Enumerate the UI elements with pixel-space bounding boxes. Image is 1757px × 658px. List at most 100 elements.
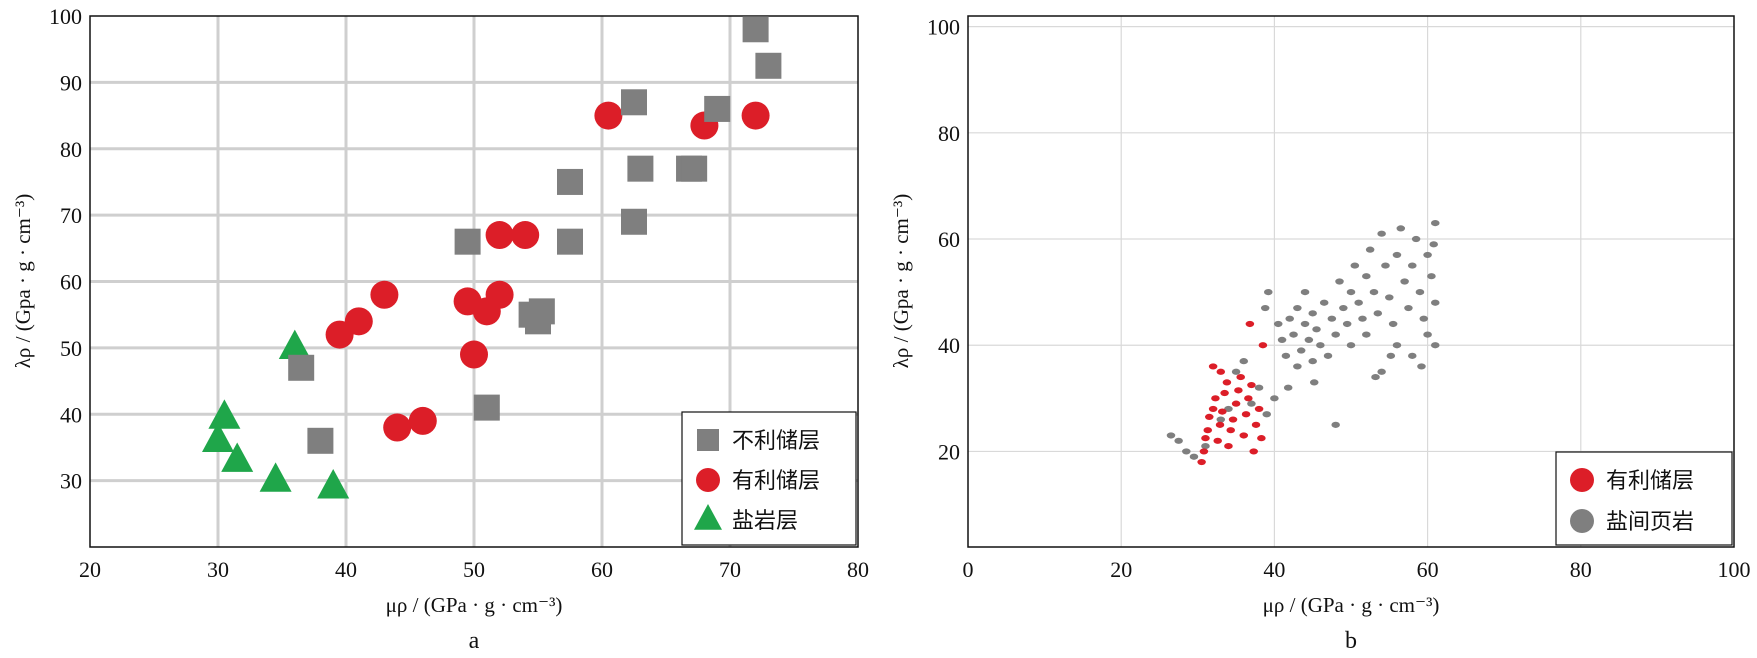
panel-b-point-circle-gray	[1346, 342, 1356, 349]
panel-b-point-circle-red	[1254, 405, 1264, 413]
panel-a-legend-symbol-circle	[696, 468, 720, 492]
panel-a-point-square-gray	[557, 168, 583, 195]
panel-b-point-circle-gray	[1323, 352, 1333, 359]
panel-b-point-circle-gray	[1201, 443, 1210, 450]
panel-b-point-circle-gray	[1239, 358, 1249, 365]
panel-b-point-circle-gray	[1381, 262, 1390, 269]
panel-b-y-tick-label: 60	[938, 227, 960, 252]
panel-a-x-tick-label: 20	[79, 557, 101, 582]
panel-b-legend: 有利储层 盐间页岩	[1555, 451, 1733, 546]
panel-b-point-circle-gray	[1354, 299, 1363, 306]
panel-b-point-circle-gray	[1373, 310, 1383, 317]
panel-b-point-circle-gray	[1182, 448, 1191, 455]
panel-a-point-triangle-green	[208, 399, 241, 429]
panel-b-point-circle-gray	[1262, 411, 1271, 418]
panel-b-point-circle-gray	[1423, 331, 1432, 338]
panel-b-label: b	[1345, 628, 1357, 654]
panel-a-point-square-gray	[621, 89, 647, 116]
panel-a-y-tick-label: 30	[60, 469, 82, 494]
panel-b-x-tick-label: 100	[1718, 557, 1751, 582]
panel-b-point-circle-gray	[1423, 251, 1432, 259]
panel-a-point-triangle-green	[221, 442, 254, 472]
panel-b-point-circle-gray	[1296, 347, 1306, 354]
panel-a-x-tick-label: 40	[335, 557, 357, 582]
panel-a-point-triangle-green	[259, 462, 292, 492]
panel-a-legend-symbol-triangle	[694, 504, 722, 530]
panel-b-point-circle-red	[1226, 427, 1235, 434]
panel-a-point-square-gray	[528, 298, 555, 325]
panel-a-point-triangle-green	[317, 469, 350, 499]
panel-b-point-circle-red	[1228, 416, 1238, 423]
panel-a-point-circle-red	[485, 221, 514, 250]
panel-a-y-tick-label: 100	[49, 4, 82, 29]
panel-b-point-circle-gray	[1319, 299, 1329, 306]
panel-b-point-circle-gray	[1392, 342, 1402, 349]
panel-b-point-circle-gray	[1365, 246, 1375, 253]
panel-b-point-circle-gray	[1331, 331, 1340, 338]
panel-a-y-tick-label: 60	[60, 270, 82, 295]
panel-b-point-circle-red	[1234, 387, 1243, 394]
panel-b-point-circle-red	[1213, 437, 1222, 444]
panel-b-point-circle-gray	[1335, 278, 1344, 285]
panel-a-point-circle-red	[370, 280, 399, 309]
panel-b-point-circle-gray	[1431, 299, 1440, 306]
panel-b-point-circle-red	[1208, 405, 1218, 413]
panel-b-x-tick-label: 80	[1570, 557, 1592, 582]
panel-b-point-circle-gray	[1260, 304, 1270, 312]
panel-b-point-circle-gray	[1427, 273, 1436, 280]
panel-a-legend-label-favorable: 有利储层	[732, 469, 820, 494]
panel-b-legend-label-favorable: 有利储层	[1606, 469, 1694, 494]
panel-a-point-square-gray	[307, 427, 334, 454]
panel-b-point-circle-gray	[1304, 336, 1314, 344]
panel-b-point-circle-red	[1201, 435, 1210, 442]
panel-a-y-tick-label: 50	[60, 336, 82, 361]
panel-b-point-circle-red	[1251, 421, 1261, 428]
panel-b-point-circle-gray	[1283, 384, 1293, 391]
panel-b-legend-symbols	[1570, 468, 1594, 533]
panel-b-point-circle-red	[1257, 435, 1266, 442]
panel-b-point-circle-red	[1208, 363, 1218, 370]
panel-b-point-circle-gray	[1415, 289, 1425, 296]
panel-b-point-circle-gray	[1377, 368, 1386, 375]
panel-b-point-circle-gray	[1362, 273, 1371, 280]
panel-b-point-circle-gray	[1270, 395, 1279, 402]
panel-a-point-square-gray	[288, 354, 315, 381]
panel-b-point-circle-gray	[1377, 230, 1386, 237]
panel-b-point-circle-red	[1258, 342, 1268, 349]
panel-b-point-circle-gray	[1231, 368, 1241, 375]
panel-a-x-axis-label: μρ / (GPa · g · cm⁻³)	[386, 593, 563, 617]
panel-b-point-circle-red	[1205, 413, 1214, 421]
panel-a-x-tick-label: 50	[463, 557, 485, 582]
panel-b-point-circle-gray	[1331, 421, 1340, 428]
panel-a-point-circle-red	[511, 221, 540, 250]
panel-b-point-circle-red	[1244, 395, 1253, 402]
panel-b-point-circle-red	[1245, 320, 1255, 328]
panel-b-point-circle-gray	[1264, 289, 1273, 296]
panel-b-point-circle-gray	[1400, 278, 1409, 285]
panel-b-point-circle-gray	[1350, 262, 1360, 269]
panel-b-point-circle-gray	[1386, 352, 1396, 359]
panel-b-point-circle-red	[1199, 448, 1209, 455]
panel-b-point-circle-gray	[1308, 358, 1317, 365]
panel-b-point-circle-gray	[1429, 241, 1438, 248]
panel-b-point-circle-gray	[1281, 352, 1291, 359]
panel-b-y-tick-label: 80	[938, 121, 960, 146]
panel-a-point-triangle-green	[278, 329, 311, 360]
panel-a-x-tick-label: 60	[591, 557, 613, 582]
panel-a-y-tick-label: 40	[60, 402, 82, 427]
panel-a-point-triangle-green	[202, 422, 234, 452]
panel-b-point-circle-gray	[1308, 310, 1317, 317]
panel-a-point-circle-red	[408, 406, 437, 435]
panel-a-y-axis-label: λρ / (Gpa · g · cm⁻³)	[11, 194, 35, 369]
panel-b-point-circle-gray	[1362, 331, 1371, 338]
panel-a-point-circle-red	[741, 101, 770, 130]
panel-b-point-circle-red	[1231, 400, 1241, 407]
panel-a: 20 30 40 50 60 70 80 30 40 50 60 70 80 90 100 μρ / (GP…	[11, 4, 869, 654]
panel-a-data-marks	[202, 16, 782, 499]
panel-b-point-circle-red	[1215, 421, 1225, 428]
panel-b-point-circle-gray	[1392, 251, 1402, 259]
panel-a-y-tick-label: 70	[60, 203, 82, 228]
panel-b-legend-symbol-circle	[1570, 509, 1594, 533]
panel-b-point-circle-gray	[1289, 331, 1298, 338]
panel-b-x-axis-label: μρ / (GPa · g · cm⁻³)	[1263, 593, 1440, 617]
